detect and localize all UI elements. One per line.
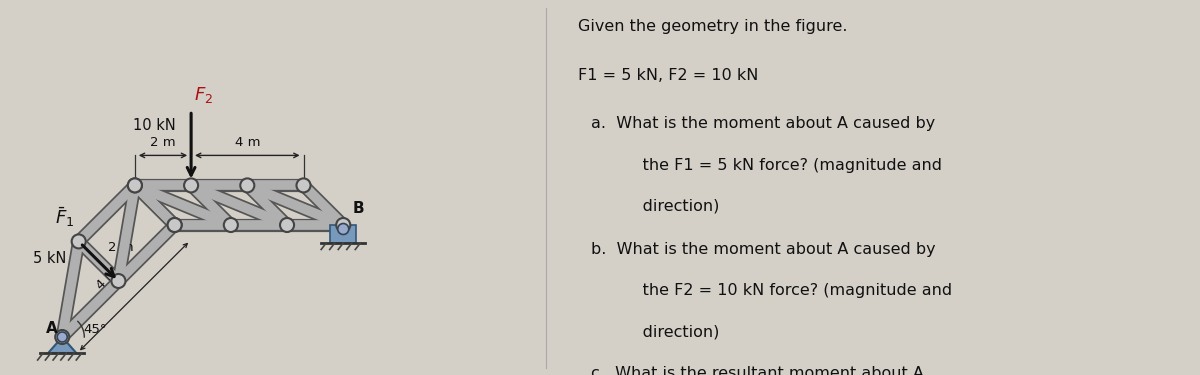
Text: Given the geometry in the figure.: Given the geometry in the figure. [578, 19, 847, 34]
Circle shape [72, 234, 85, 248]
Circle shape [224, 218, 238, 232]
Text: $F_2$: $F_2$ [194, 86, 214, 105]
Text: b.  What is the moment about A caused by: b. What is the moment about A caused by [590, 242, 936, 257]
Circle shape [168, 218, 181, 232]
Text: c.  What is the resultant moment about A: c. What is the resultant moment about A [590, 366, 924, 375]
Text: 4 m: 4 m [234, 136, 260, 149]
Text: 45°: 45° [83, 323, 107, 336]
Text: 4 m: 4 m [94, 266, 121, 292]
Text: 10 kN: 10 kN [133, 118, 176, 133]
Text: A: A [46, 321, 58, 336]
Circle shape [280, 218, 294, 232]
Text: a.  What is the moment about A caused by: a. What is the moment about A caused by [590, 116, 935, 131]
Text: direction): direction) [617, 324, 719, 339]
Text: the F1 = 5 kN force? (magnitude and: the F1 = 5 kN force? (magnitude and [617, 158, 942, 172]
Bar [330, 225, 356, 243]
Text: B: B [353, 201, 364, 216]
Circle shape [337, 224, 349, 234]
Circle shape [296, 178, 311, 192]
Circle shape [128, 178, 142, 192]
Circle shape [240, 178, 254, 192]
Polygon shape [48, 337, 77, 353]
Circle shape [184, 178, 198, 192]
Text: $\bar{F}_1$: $\bar{F}_1$ [55, 206, 74, 229]
Text: direction): direction) [617, 199, 719, 214]
Text: F1 = 5 kN, F2 = 10 kN: F1 = 5 kN, F2 = 10 kN [578, 68, 758, 82]
Circle shape [58, 332, 67, 342]
Text: 2 m: 2 m [150, 136, 176, 149]
Circle shape [336, 218, 350, 232]
Text: 2 m: 2 m [108, 241, 133, 254]
Text: 5 kN: 5 kN [32, 251, 66, 266]
Circle shape [128, 178, 142, 192]
Text: the F2 = 10 kN force? (magnitude and: the F2 = 10 kN force? (magnitude and [617, 283, 952, 298]
Circle shape [112, 274, 126, 288]
Circle shape [55, 330, 70, 344]
Circle shape [168, 218, 181, 232]
